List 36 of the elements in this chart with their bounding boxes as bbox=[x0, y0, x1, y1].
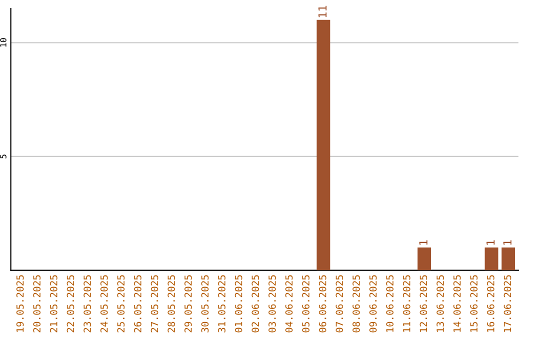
x-tick-label: 27.05.2025 bbox=[150, 275, 158, 332]
x-tick-label: 22.05.2025 bbox=[66, 275, 74, 332]
x-tick-label: 06.06.2025 bbox=[318, 275, 326, 332]
x-tick-label: 25.05.2025 bbox=[117, 275, 125, 332]
x-tick-label: 15.06.2025 bbox=[470, 275, 478, 332]
y-tick-label: 10 bbox=[0, 38, 6, 47]
x-tick-label: 01.06.2025 bbox=[234, 275, 242, 332]
x-tick-label: 14.06.2025 bbox=[453, 275, 461, 332]
x-tick-label: 11.06.2025 bbox=[402, 275, 410, 332]
x-tick-label: 04.06.2025 bbox=[285, 275, 293, 332]
x-tick-label: 31.05.2025 bbox=[218, 275, 226, 332]
x-tick-label: 08.06.2025 bbox=[352, 275, 360, 332]
x-tick-label: 10.06.2025 bbox=[386, 275, 394, 332]
x-tick-label: 26.05.2025 bbox=[134, 275, 142, 332]
x-tick-label: 20.05.2025 bbox=[33, 275, 41, 332]
x-tick-label: 23.05.2025 bbox=[84, 275, 91, 332]
x-tick-label: 13.06.2025 bbox=[436, 275, 444, 332]
x-tick-label: 21.05.2025 bbox=[50, 275, 58, 332]
x-tick-label: 05.06.2025 bbox=[302, 275, 310, 332]
x-tick-label: 29.05.2025 bbox=[184, 275, 192, 332]
x-tick-label: 16.06.2025 bbox=[487, 275, 494, 332]
x-tick-label: 03.06.2025 bbox=[268, 275, 276, 332]
data-label: 1 bbox=[486, 240, 495, 245]
x-tick-label: 30.05.2025 bbox=[201, 275, 209, 332]
data-label: 1 bbox=[503, 240, 512, 245]
y-tick-label: 5 bbox=[0, 154, 6, 158]
x-tick-label: 28.05.2025 bbox=[168, 275, 176, 332]
x-tick-label: 02.06.2025 bbox=[252, 275, 260, 332]
x-tick-label: 24.05.2025 bbox=[100, 275, 108, 332]
x-tick-label: 12.06.2025 bbox=[420, 275, 428, 332]
x-tick-label: 07.06.2025 bbox=[336, 275, 344, 332]
data-label: 11 bbox=[318, 6, 327, 18]
x-tick-label: 17.06.2025 bbox=[504, 275, 512, 332]
x-tick-label: 09.06.2025 bbox=[369, 275, 377, 332]
data-label: 1 bbox=[419, 240, 428, 245]
x-tick-label: 19.05.2025 bbox=[16, 275, 24, 332]
